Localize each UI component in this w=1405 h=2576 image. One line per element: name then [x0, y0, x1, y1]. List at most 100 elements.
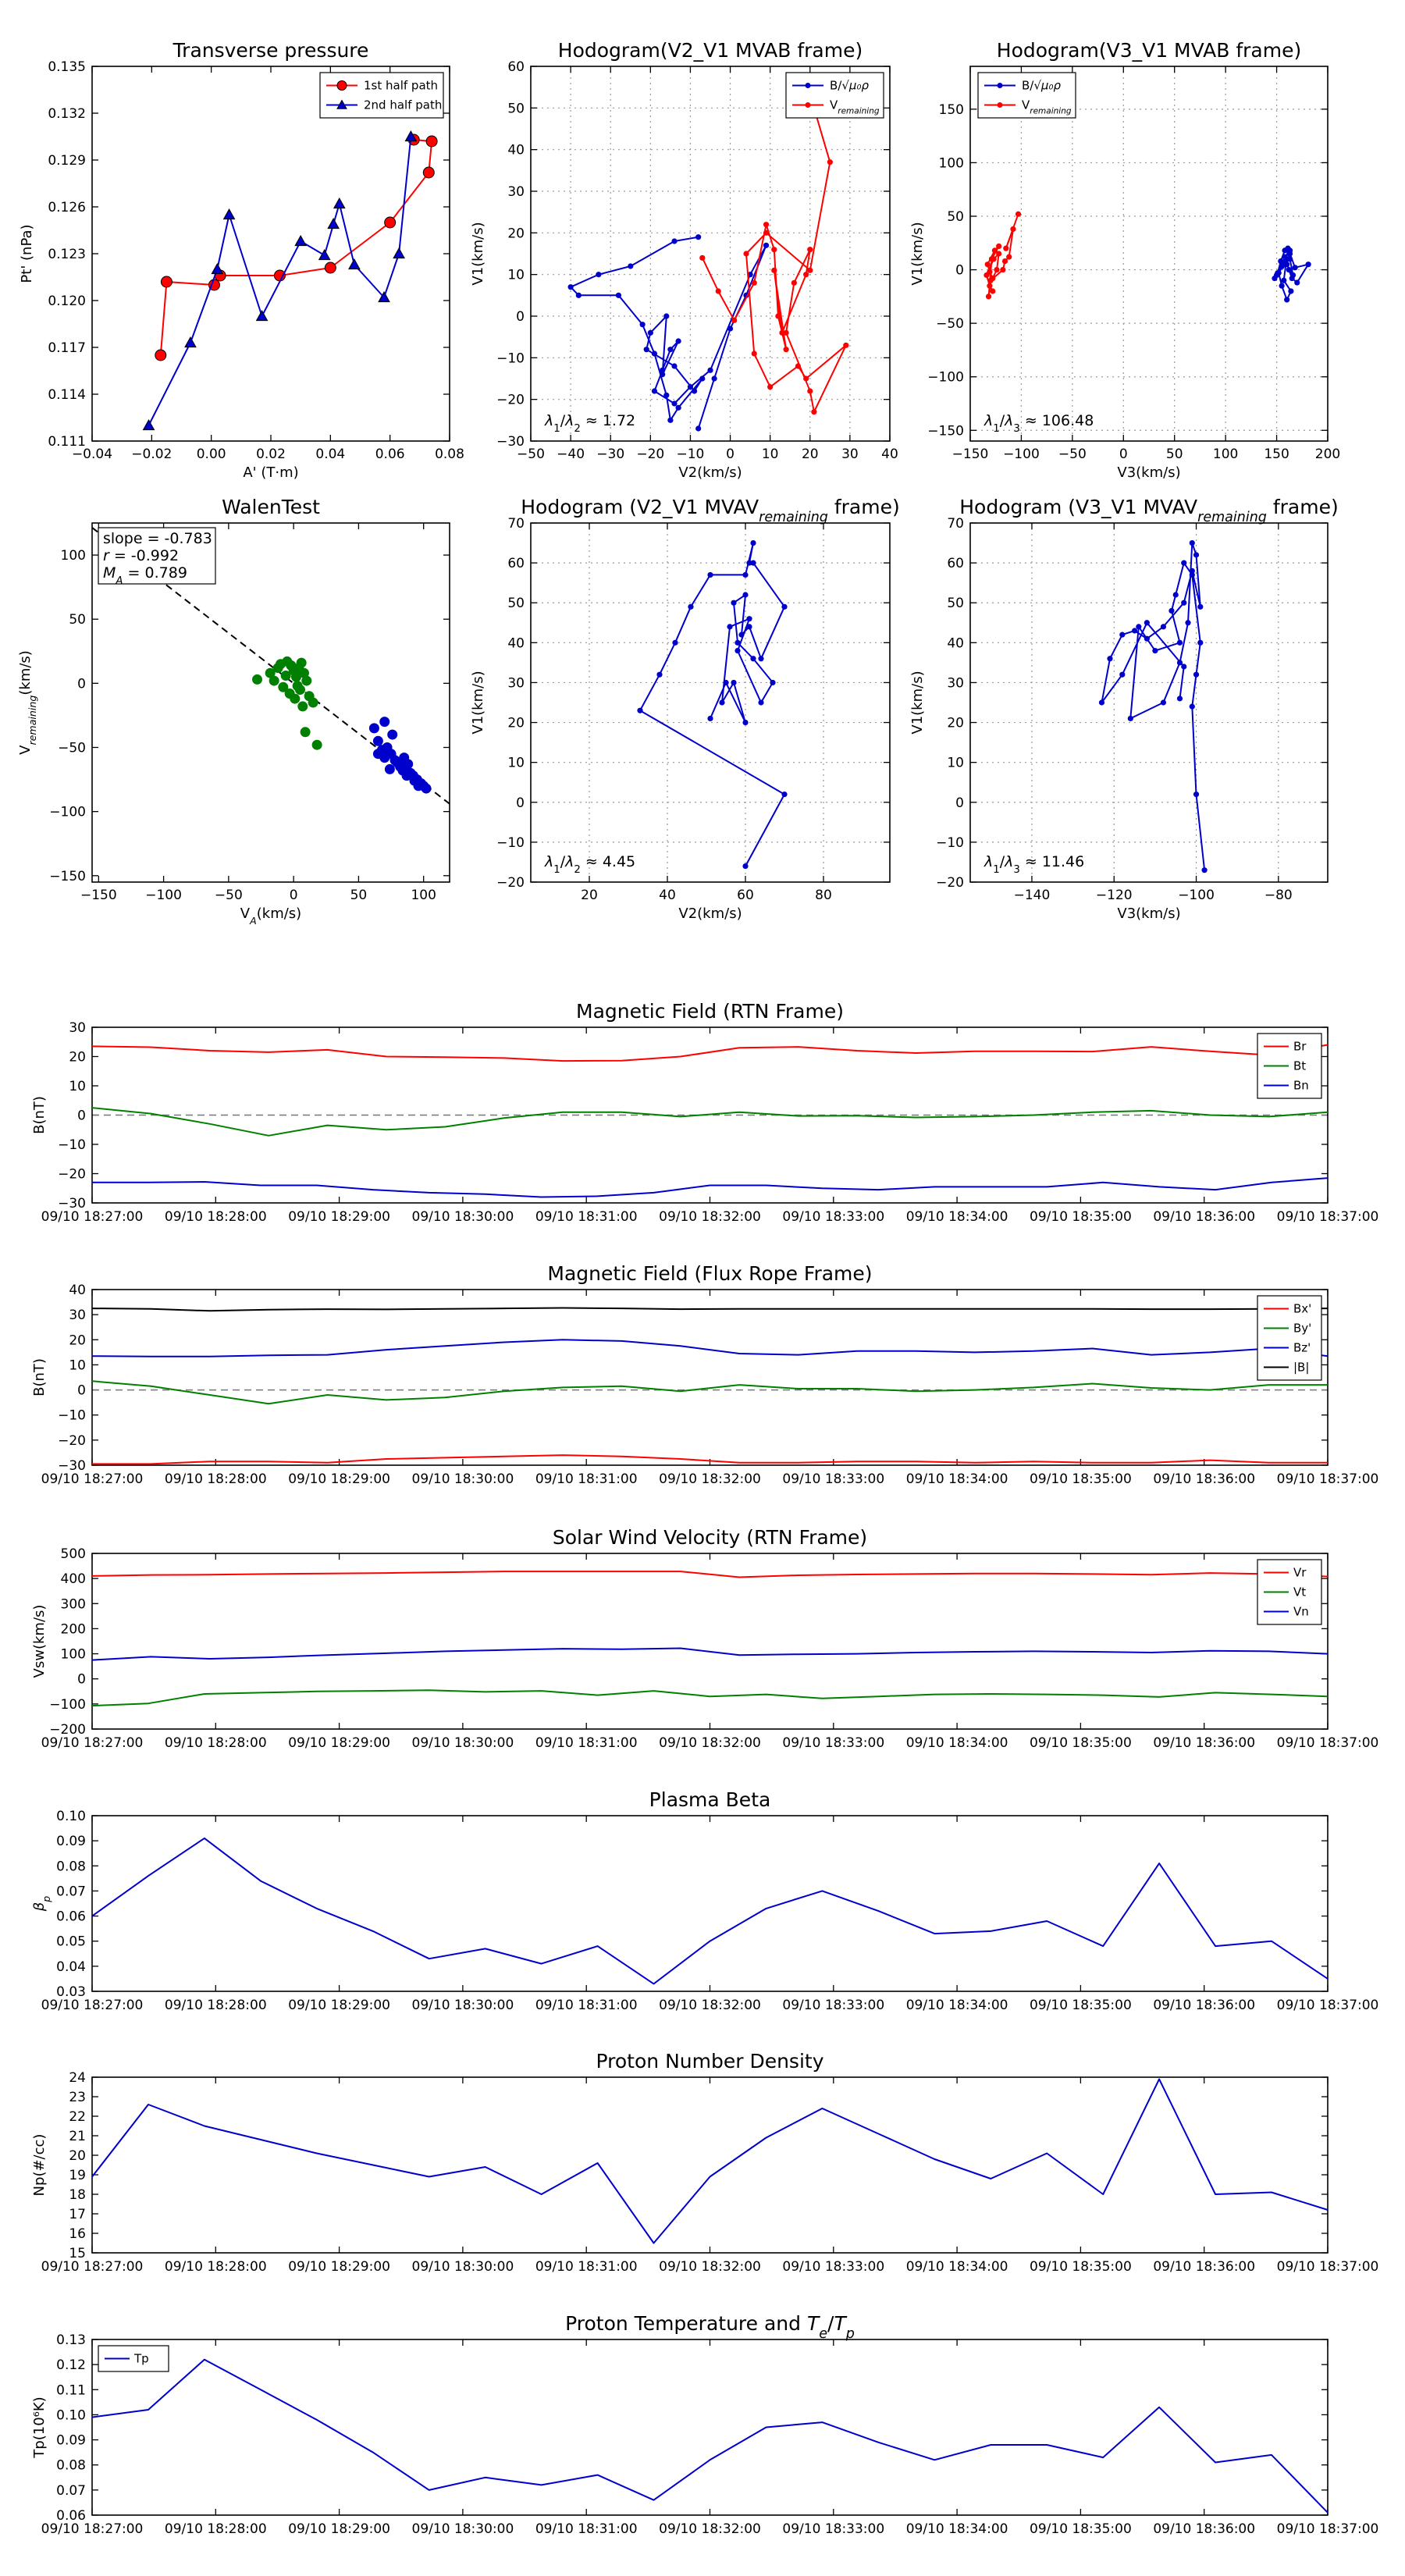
hodo-v3v1-mvav-point [1176, 696, 1183, 702]
hodo-v3v1-mvav-point [1181, 560, 1187, 566]
vsw-axes: −200 −100 0 100 200 300 400 500 09/10 18:27:00 09… [31, 1526, 1378, 1751]
hodo-v2v1-mvab-frame [530, 66, 891, 442]
hodo-v2v1-mvav-point [742, 571, 749, 578]
hodo-v3v1-mvab-point [1272, 275, 1278, 282]
hodo-v2v1-mvab-xtick-label: −20 [636, 447, 664, 462]
hodo-v3v1-mvab-series-1 [1272, 245, 1311, 303]
vsw-xtick-label: 09/10 18:27:00 [41, 1735, 144, 1751]
tp-xlabel: A' (T·m) [243, 464, 298, 481]
tp-point [333, 197, 346, 209]
tp-temp-ytick-label: 0.09 [56, 2433, 86, 2449]
hodo-v2v1-mvab-series-1 [567, 234, 770, 432]
hodo-v3v1-mvav-ylabel: V1(km/s) [909, 671, 926, 734]
tp-temp-xtick-label: 09/10 18:36:00 [1153, 2521, 1255, 2537]
hodo-v2v1-mvav-series-1 [637, 539, 788, 870]
hodo-v2v1-mvab-path [570, 236, 767, 429]
hodo-v2v1-mvab-point [751, 350, 757, 357]
hodo-v3v1-mvab-point [987, 283, 993, 289]
hodo-v2v1-mvab-point [660, 372, 666, 378]
walen-point [272, 663, 283, 674]
hodo-v3v1-mvab-point [1294, 279, 1300, 286]
walen-point [387, 729, 398, 740]
hodo-v3v1-mvab-point [988, 256, 995, 262]
mag-fr-ytick-label: −10 [58, 1408, 86, 1424]
hodo-v3v1-mvab-xtick-label: 200 [1315, 447, 1340, 462]
mag-fr-xtick-label: 09/10 18:29:00 [288, 1471, 390, 1487]
hodo-v2v1-mvav-point [746, 560, 752, 566]
walen-ma-text: MA = 0.789 [103, 564, 187, 587]
tp-point [294, 234, 308, 247]
hodo-v2v1-mvab-xtick-label: −30 [596, 447, 624, 462]
hodo-v2v1-mvab-ytick-label: −30 [496, 434, 525, 450]
hodo-v3v1-mvab-point [1305, 262, 1311, 268]
walen-series-green [252, 656, 322, 750]
hodo-v2v1-mvav-ytick-label: 40 [507, 635, 525, 651]
hodo-v3v1-mvab-point [996, 243, 1002, 249]
tp-point [384, 216, 397, 229]
hodo-v2v1-mvab-point [707, 367, 713, 373]
hodo-v2v1-mvab-point [771, 247, 777, 253]
hodo-v2v1-mvab-point [827, 159, 833, 165]
hodo-v3v1-mvav-axes: −140 −120 −100 −80−20−10010203040506070Hodo… [909, 496, 1339, 922]
hodo-v3v1-mvav-xtick-label: −140 [1014, 888, 1051, 903]
hodo-v3v1-mvab-xlabel: V3(km/s) [1117, 464, 1180, 481]
hodo-v3v1-mvab-point [1292, 265, 1298, 271]
hodo-v3v1-mvab-point [1288, 288, 1294, 294]
walen-point [301, 675, 312, 686]
walen-xlabel: VA(km/s) [240, 906, 301, 927]
hodo-v2v1-mvab-point [667, 347, 674, 353]
hodo-v3v1-mvav-frame [969, 522, 1329, 883]
hodo-v2v1-mvab-point [575, 292, 582, 298]
mag-fr-xtick-label: 09/10 18:33:00 [782, 1471, 884, 1487]
mag-fr-frame [91, 1289, 1329, 1466]
mag-rtn-ytick-label: −30 [58, 1196, 86, 1212]
tp-temp-frame [91, 2339, 1329, 2516]
hodo-v3v1-mvab-ytick-label: −100 [927, 370, 964, 386]
tp-title: Transverse pressure [173, 39, 369, 62]
hodo-v3v1-mvab-point [1279, 283, 1285, 289]
hodo-v2v1-mvab-point [639, 322, 646, 328]
hodo-v2v1-mvab-xtick-label: −10 [676, 447, 704, 462]
walen-point [368, 723, 379, 734]
tp-point [425, 135, 438, 148]
hodo-v2v1-mvab-point [667, 417, 674, 423]
hodo-v2v1-mvab-legend: B/√μ₀ρ Vremaining [785, 72, 884, 119]
hodo-v2v1-mvav-frame [530, 522, 891, 883]
hodo-v2v1-mvav-point [719, 699, 725, 706]
tp-xtick-label: −0.02 [131, 447, 172, 462]
walen-xtick-label: 100 [411, 888, 436, 903]
hodo-v3v1-mvav-point [1181, 664, 1187, 670]
hodo-v2v1-mvab-ytick-label: 30 [507, 184, 525, 200]
tp-xtick-label: 0.08 [435, 447, 464, 462]
hodo-v3v1-mvab-series-2 [984, 211, 1022, 300]
tp-series-line [148, 136, 412, 426]
hodo-v3v1-mvab-legend-label: Vremaining [1022, 98, 1072, 116]
hodo-v3v1-mvab-point [1289, 275, 1295, 282]
hodo-v2v1-mvab-point [675, 338, 681, 344]
hodo-v3v1-mvav-point [1152, 647, 1158, 654]
hodo-v2v1-mvab-point [803, 375, 809, 382]
walen-point [297, 701, 308, 712]
walen-axes: −150 −100 −50 0 50 100 −150 −100 −50 0 50 100 WalenT… [17, 496, 450, 927]
tp-temp-title: Proton Temperature and Te/Tp [565, 2312, 855, 2342]
hodo-v2v1-mvav-ratio-annotation: λ1/λ2 ≈ 4.45 [544, 853, 635, 876]
walen-point [372, 735, 383, 746]
hodo-v3v1-mvav-point [1131, 628, 1138, 634]
np-ytick-label: 16 [69, 2226, 86, 2242]
beta-axes: 0.03 0.04 0.05 0.06 0.07 0.08 0.09 0.10 09/10 18… [31, 1788, 1378, 2013]
hodo-v3v1-mvav-ytick-label: 20 [947, 716, 964, 731]
walen-xtick-label: 50 [350, 888, 368, 903]
mag-rtn-legend-label: Br [1293, 1040, 1307, 1054]
walen-point [372, 749, 383, 760]
hodo-v2v1-mvab-legend-label: B/√μ₀ρ [830, 79, 869, 93]
tp-point [211, 262, 224, 275]
hodo-v3v1-mvav-path [1101, 542, 1206, 870]
tp-xtick-label: 0.06 [375, 447, 405, 462]
hodo-v3v1-mvav-point [1119, 671, 1126, 678]
hodo-v3v1-mvab-point [1282, 256, 1289, 262]
hodo-v2v1-mvab-point [791, 279, 797, 286]
walen-stats-frame [98, 527, 216, 585]
hodo-v3v1-mvab-point [1010, 226, 1016, 233]
hodo-v2v1-mvab-point [727, 326, 734, 332]
hodo-v2v1-mvav-point [735, 647, 741, 654]
